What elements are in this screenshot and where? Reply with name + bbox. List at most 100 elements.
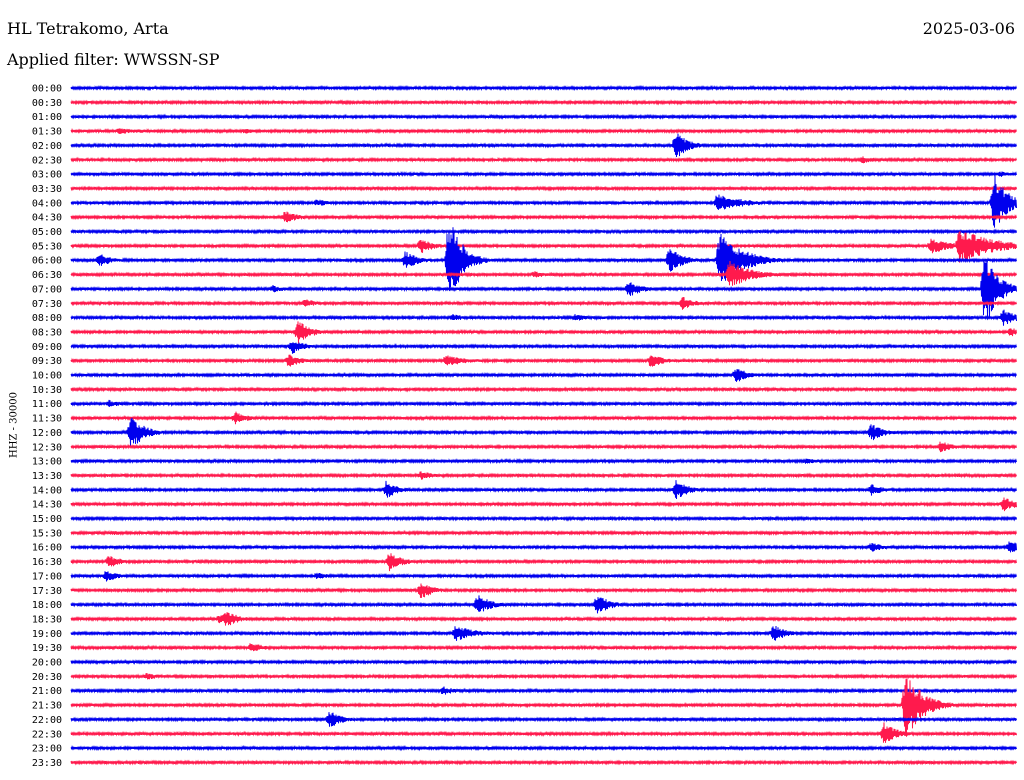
row-time-label: 19:00: [32, 629, 62, 640]
trace-row: 18:00: [32, 595, 1017, 614]
row-time-label: 19:30: [32, 643, 62, 654]
row-time-label: 04:00: [32, 198, 62, 209]
seismic-trace: [70, 260, 1017, 286]
trace-row: 11:30: [32, 411, 1017, 425]
trace-row: 16:00: [32, 541, 1017, 554]
trace-row: 20:30: [32, 672, 1017, 683]
trace-row: 00:00: [32, 84, 1017, 95]
seismic-trace: [70, 678, 1017, 737]
row-time-label: 02:30: [32, 155, 62, 166]
trace-row: 09:00: [32, 342, 1017, 354]
row-time-label: 16:30: [32, 557, 62, 568]
seismic-trace: [70, 227, 1017, 291]
row-time-label: 06:30: [32, 270, 62, 281]
row-time-label: 15:00: [32, 514, 62, 525]
trace-row: 01:00: [32, 112, 1017, 123]
trace-row: 18:30: [32, 612, 1017, 626]
row-time-label: 01:00: [32, 112, 62, 123]
trace-row: 12:30: [32, 441, 1017, 453]
row-time-label: 17:30: [32, 586, 62, 597]
trace-row: 19:30: [32, 643, 1017, 654]
trace-row: 03:30: [32, 184, 1017, 195]
trace-row: 10:30: [32, 385, 1017, 396]
seismic-trace: [70, 342, 1017, 354]
trace-row: 19:00: [32, 625, 1017, 641]
trace-row: 07:00: [32, 260, 1017, 320]
trace-row: 23:30: [32, 758, 1017, 769]
trace-row: 15:00: [32, 514, 1017, 525]
row-time-label: 13:30: [32, 471, 62, 482]
trace-row: 06:00: [32, 227, 1017, 291]
trace-row: 02:00: [32, 133, 1017, 158]
trace-row: 01:30: [32, 127, 1017, 138]
row-time-label: 07:30: [32, 299, 62, 310]
seismic-trace: [70, 722, 1017, 743]
trace-row: 13:30: [32, 471, 1017, 482]
trace-row: 08:00: [32, 309, 1017, 326]
station-title: HL Tetrakomo, Arta: [7, 19, 169, 38]
row-time-label: 17:00: [32, 571, 62, 582]
row-time-label: 12:30: [32, 442, 62, 453]
row-time-label: 15:30: [32, 528, 62, 539]
seismic-trace: [70, 176, 1017, 228]
row-time-label: 06:00: [32, 256, 62, 267]
row-time-label: 22:30: [32, 729, 62, 740]
row-time-label: 09:00: [32, 342, 62, 353]
row-time-label: 14:00: [32, 485, 62, 496]
row-time-label: 11:00: [32, 399, 62, 410]
row-time-label: 01:30: [32, 127, 62, 138]
trace-row: 15:30: [32, 528, 1017, 539]
row-time-label: 18:30: [32, 614, 62, 625]
row-time-label: 21:30: [32, 701, 62, 712]
row-time-label: 20:30: [32, 672, 62, 683]
trace-row: 07:30: [32, 296, 1017, 310]
trace-row: 23:00: [32, 744, 1017, 755]
trace-row: 04:30: [32, 211, 1017, 224]
trace-row: 10:00: [32, 369, 1017, 382]
trace-row: 16:30: [32, 553, 1017, 572]
row-time-label: 21:00: [32, 686, 62, 697]
row-time-label: 14:30: [32, 500, 62, 511]
trace-row: 21:30: [32, 678, 1017, 737]
trace-row: 09:30: [32, 354, 1017, 367]
row-time-label: 20:00: [32, 658, 62, 669]
trace-row: 03:00: [32, 170, 1017, 181]
row-time-label: 00:30: [32, 98, 62, 109]
filter-label: Applied filter: WWSSN-SP: [7, 50, 220, 69]
row-time-label: 07:00: [32, 284, 62, 295]
trace-row: 05:00: [32, 227, 1017, 238]
trace-row: 06:30: [32, 260, 1017, 286]
row-time-label: 05:30: [32, 241, 62, 252]
row-time-label: 23:30: [32, 758, 62, 769]
trace-row: 02:30: [32, 155, 1017, 166]
row-time-label: 08:30: [32, 327, 62, 338]
row-time-label: 04:30: [32, 213, 62, 224]
row-time-label: 03:30: [32, 184, 62, 195]
trace-row: 04:00: [32, 176, 1017, 228]
row-time-label: 10:30: [32, 385, 62, 396]
row-time-label: 13:00: [32, 457, 62, 468]
row-time-label: 08:00: [32, 313, 62, 324]
date-label: 2025-03-06: [922, 19, 1015, 38]
row-time-label: 02:00: [32, 141, 62, 152]
trace-row: 17:30: [32, 583, 1017, 598]
trace-row: 17:00: [32, 571, 1017, 582]
row-time-label: 10:00: [32, 371, 62, 382]
trace-row: 08:30: [32, 321, 1017, 344]
trace-row: 00:30: [32, 98, 1017, 109]
trace-row: 05:30: [32, 231, 1017, 263]
row-time-label: 22:00: [32, 715, 62, 726]
row-time-label: 23:00: [32, 744, 62, 755]
row-time-label: 18:00: [32, 600, 62, 611]
seismic-trace: [70, 231, 1017, 263]
trace-row: 12:00: [32, 417, 1017, 447]
trace-row: 14:00: [32, 480, 1017, 500]
row-time-label: 03:00: [32, 170, 62, 181]
trace-row: 13:00: [32, 457, 1017, 468]
seismic-trace: [70, 260, 1017, 320]
row-time-label: 16:00: [32, 543, 62, 554]
trace-row: 22:30: [32, 722, 1017, 743]
row-time-label: 00:00: [32, 84, 62, 95]
trace-row: 20:00: [32, 658, 1017, 669]
